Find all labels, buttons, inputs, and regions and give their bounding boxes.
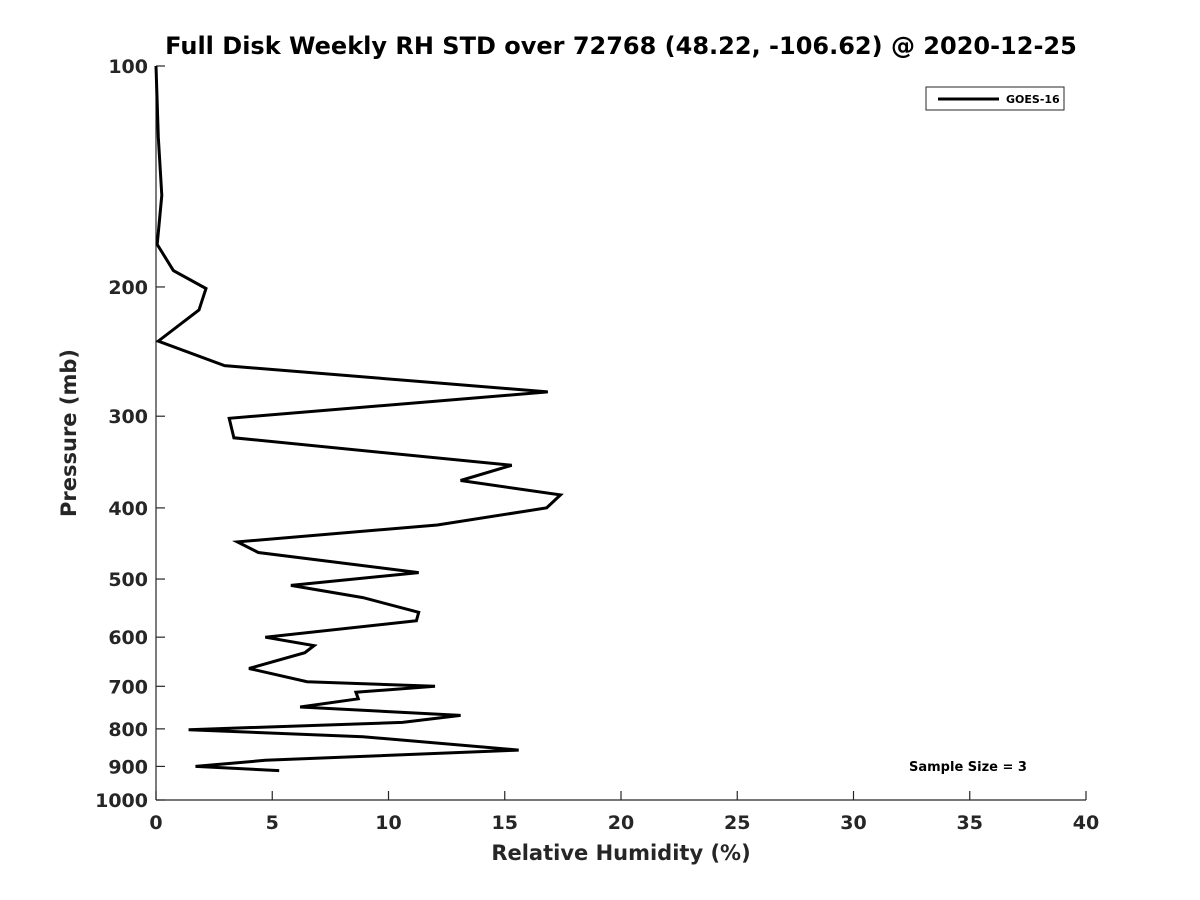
x-axis-label: Relative Humidity (%) xyxy=(491,841,750,865)
x-tick-label: 25 xyxy=(724,812,750,834)
plot-area xyxy=(155,66,1086,801)
y-ticks: 100 200 300 400 500 600 700 800 900 1000 xyxy=(95,56,165,812)
chart-title: Full Disk Weekly RH STD over 72768 (48.2… xyxy=(165,32,1077,60)
y-axis-label: Pressure (mb) xyxy=(57,349,81,517)
x-ticks: 0 5 10 15 20 25 30 35 40 xyxy=(149,791,1099,834)
x-tick-label: 20 xyxy=(608,812,634,834)
x-tick-label: 35 xyxy=(957,812,983,834)
x-tick-label: 0 xyxy=(149,812,162,834)
x-tick-label: 15 xyxy=(492,812,518,834)
y-tick-label: 100 xyxy=(108,56,148,78)
y-tick-label: 300 xyxy=(108,406,148,428)
legend-label-goes-16: GOES-16 xyxy=(1006,93,1060,106)
y-tick-label: 500 xyxy=(108,569,148,591)
y-tick-label: 700 xyxy=(108,676,148,698)
legend: GOES-16 xyxy=(925,86,1065,111)
y-tick-label: 200 xyxy=(108,277,148,299)
y-tick-label: 600 xyxy=(108,627,148,649)
x-tick-label: 10 xyxy=(375,812,401,834)
sample-size-annotation: Sample Size = 3 xyxy=(909,760,1027,775)
y-tick-label: 1000 xyxy=(95,790,148,812)
y-tick-label: 900 xyxy=(108,756,148,778)
x-tick-label: 5 xyxy=(266,812,279,834)
y-tick-label: 800 xyxy=(108,719,148,741)
x-tick-label: 40 xyxy=(1073,812,1099,834)
series-line-goes-16 xyxy=(154,65,564,773)
y-tick-label: 400 xyxy=(108,498,148,520)
x-tick-label: 30 xyxy=(840,812,866,834)
